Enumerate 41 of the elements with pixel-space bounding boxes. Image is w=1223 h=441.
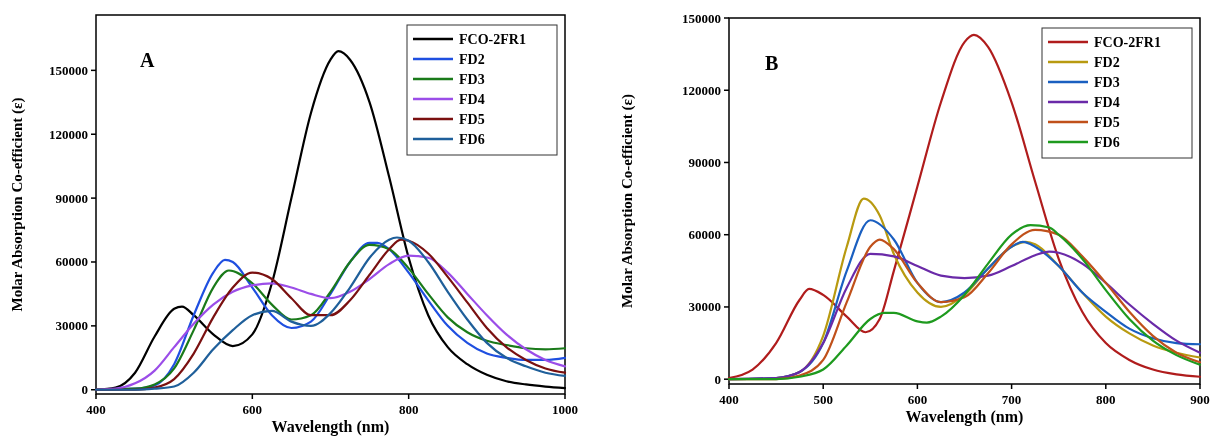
legend-label: FD2 (1094, 55, 1120, 70)
legend-label: FD3 (459, 72, 485, 87)
y-tick-label: 0 (714, 371, 721, 387)
legend-label: FD6 (1094, 135, 1120, 150)
text: B (765, 52, 779, 74)
x-tick-label: 500 (813, 392, 833, 407)
y-axis-title: Molar Absorption Co-efficient (ε) (9, 97, 26, 312)
legend-label: FD6 (459, 132, 485, 147)
x-axis-title: Wavelength (nm) (905, 408, 1024, 426)
x-tick-label: 700 (1001, 392, 1022, 407)
y-tick-label: 30000 (688, 299, 721, 315)
text: A (140, 49, 155, 71)
y-tick-label: 150000 (49, 62, 88, 78)
legend-label: FD4 (459, 92, 485, 107)
y-tick-label: 30000 (55, 318, 88, 334)
legend-label: FD5 (459, 112, 485, 127)
y-tick-label: 150000 (682, 10, 721, 26)
y-tick-label: 120000 (682, 82, 721, 98)
y-tick-label: 120000 (49, 126, 88, 142)
x-tick-label: 900 (1190, 392, 1210, 407)
y-tick-label: 90000 (55, 190, 88, 206)
x-tick-label: 800 (398, 402, 419, 417)
x-tick-label: 1000 (552, 402, 578, 417)
x-tick-label: 800 (1096, 392, 1116, 407)
x-axis-title: Wavelength (nm) (271, 418, 390, 436)
y-tick-label: 0 (81, 382, 88, 398)
line-series (727, 33, 1202, 380)
y-axis-title: Molar Absorption Co-efficient (ε) (619, 93, 636, 309)
legend-label: FD2 (459, 52, 485, 67)
y-tick-label: 60000 (55, 254, 88, 270)
legend-label: FD3 (1094, 75, 1120, 90)
x-tick-label: 400 (86, 402, 106, 417)
legend-label: FD5 (1094, 115, 1120, 130)
x-tick-label: 600 (242, 402, 263, 417)
x-tick-label: 400 (719, 392, 739, 407)
x-tick-label: 600 (907, 392, 928, 407)
y-tick-label: 60000 (688, 227, 721, 243)
y-tick-label: 90000 (688, 154, 721, 170)
legend-label: FCO-2FR1 (459, 32, 526, 47)
legend-label: FCO-2FR1 (1094, 35, 1161, 50)
legend-label: FD4 (1094, 95, 1120, 110)
